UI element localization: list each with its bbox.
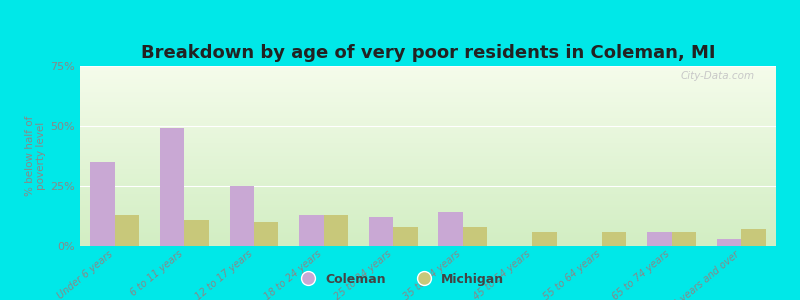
Legend: Coleman, Michigan: Coleman, Michigan: [290, 268, 510, 291]
Bar: [717, 239, 741, 246]
Bar: [602, 232, 626, 246]
Y-axis label: % below half of
poverty level: % below half of poverty level: [25, 116, 46, 196]
Text: City-Data.com: City-Data.com: [681, 71, 755, 81]
Bar: [463, 227, 487, 246]
Bar: [323, 215, 348, 246]
Bar: [160, 128, 185, 246]
Bar: [90, 162, 115, 246]
Bar: [672, 232, 696, 246]
Bar: [230, 186, 254, 246]
Bar: [369, 217, 394, 246]
Bar: [254, 222, 278, 246]
Bar: [299, 215, 324, 246]
Bar: [438, 212, 462, 246]
Title: Breakdown by age of very poor residents in Coleman, MI: Breakdown by age of very poor residents …: [141, 44, 715, 62]
Bar: [394, 227, 418, 246]
Bar: [533, 232, 557, 246]
Bar: [742, 229, 766, 246]
Bar: [185, 220, 209, 246]
Bar: [115, 215, 139, 246]
Bar: [647, 232, 672, 246]
